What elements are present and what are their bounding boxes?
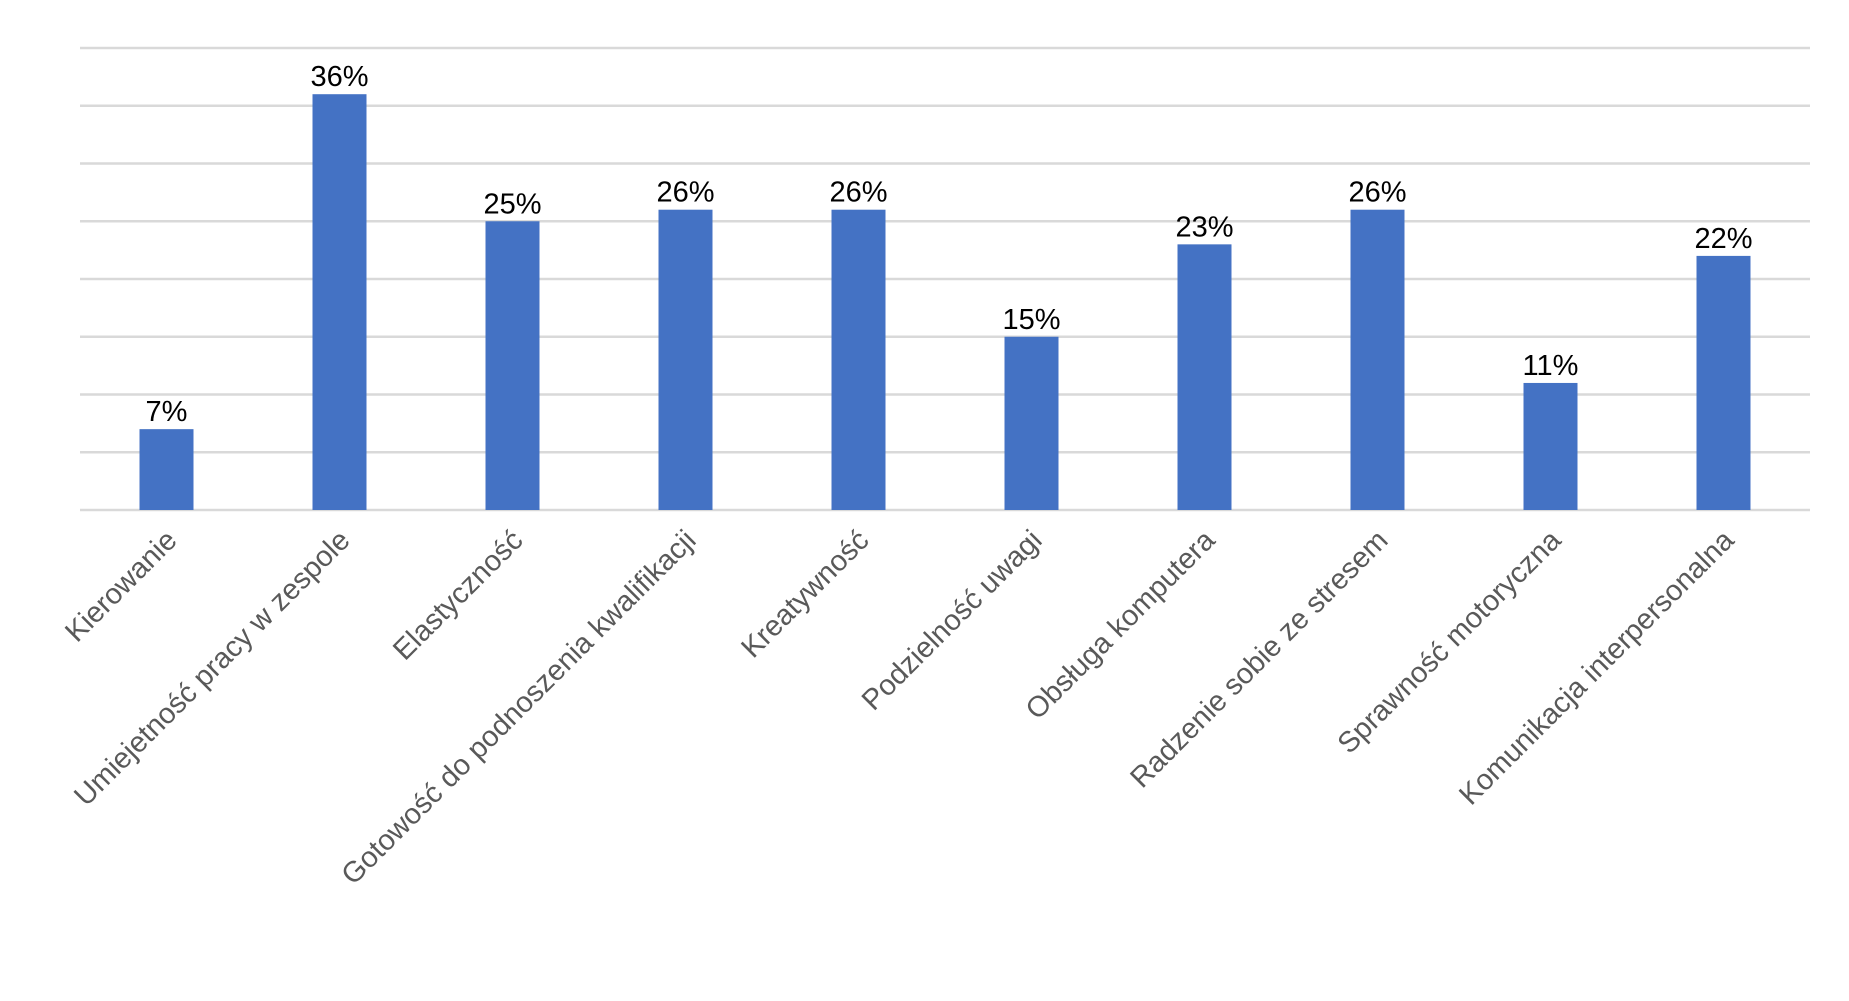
- bar: [312, 94, 367, 510]
- x-tick-label: Komunikacja interpersonalna: [1453, 524, 1741, 812]
- data-label: 22%: [1694, 223, 1752, 255]
- bar: [1004, 336, 1059, 510]
- x-tick-label: Gotowość do podnoszenia kwalifikacji: [336, 524, 703, 891]
- data-label: 26%: [656, 177, 714, 209]
- data-label: 23%: [1175, 211, 1233, 243]
- bar: [1523, 382, 1578, 510]
- data-label: 15%: [1002, 304, 1060, 336]
- data-label: 36%: [310, 61, 368, 93]
- data-label: 26%: [829, 177, 887, 209]
- x-tick-label: Umiejetność pracy w zespole: [68, 524, 356, 812]
- bar: [1696, 255, 1751, 510]
- bar: [658, 209, 713, 510]
- bar: [1177, 244, 1232, 510]
- bars: [139, 94, 1751, 510]
- bar: [139, 429, 194, 510]
- data-labels: 7% 36% 25% 26% 26% 15% 23% 26% 11% 22%: [146, 61, 1753, 428]
- x-tick-label: Elastyczność: [387, 524, 529, 666]
- bar: [485, 221, 540, 510]
- x-tick-label: Podzielność uwagi: [856, 524, 1048, 716]
- bar: [1350, 209, 1405, 510]
- data-label: 7%: [146, 396, 188, 428]
- x-tick-label: Obsługa komputera: [1020, 524, 1222, 726]
- data-label: 26%: [1348, 177, 1406, 209]
- gridlines: [80, 46, 1810, 512]
- x-tick-label: Kierowanie: [59, 524, 183, 648]
- data-label: 25%: [483, 188, 541, 220]
- x-tick-label: Kreatywność: [735, 524, 875, 664]
- data-label: 11%: [1523, 350, 1579, 382]
- bar: [831, 209, 886, 510]
